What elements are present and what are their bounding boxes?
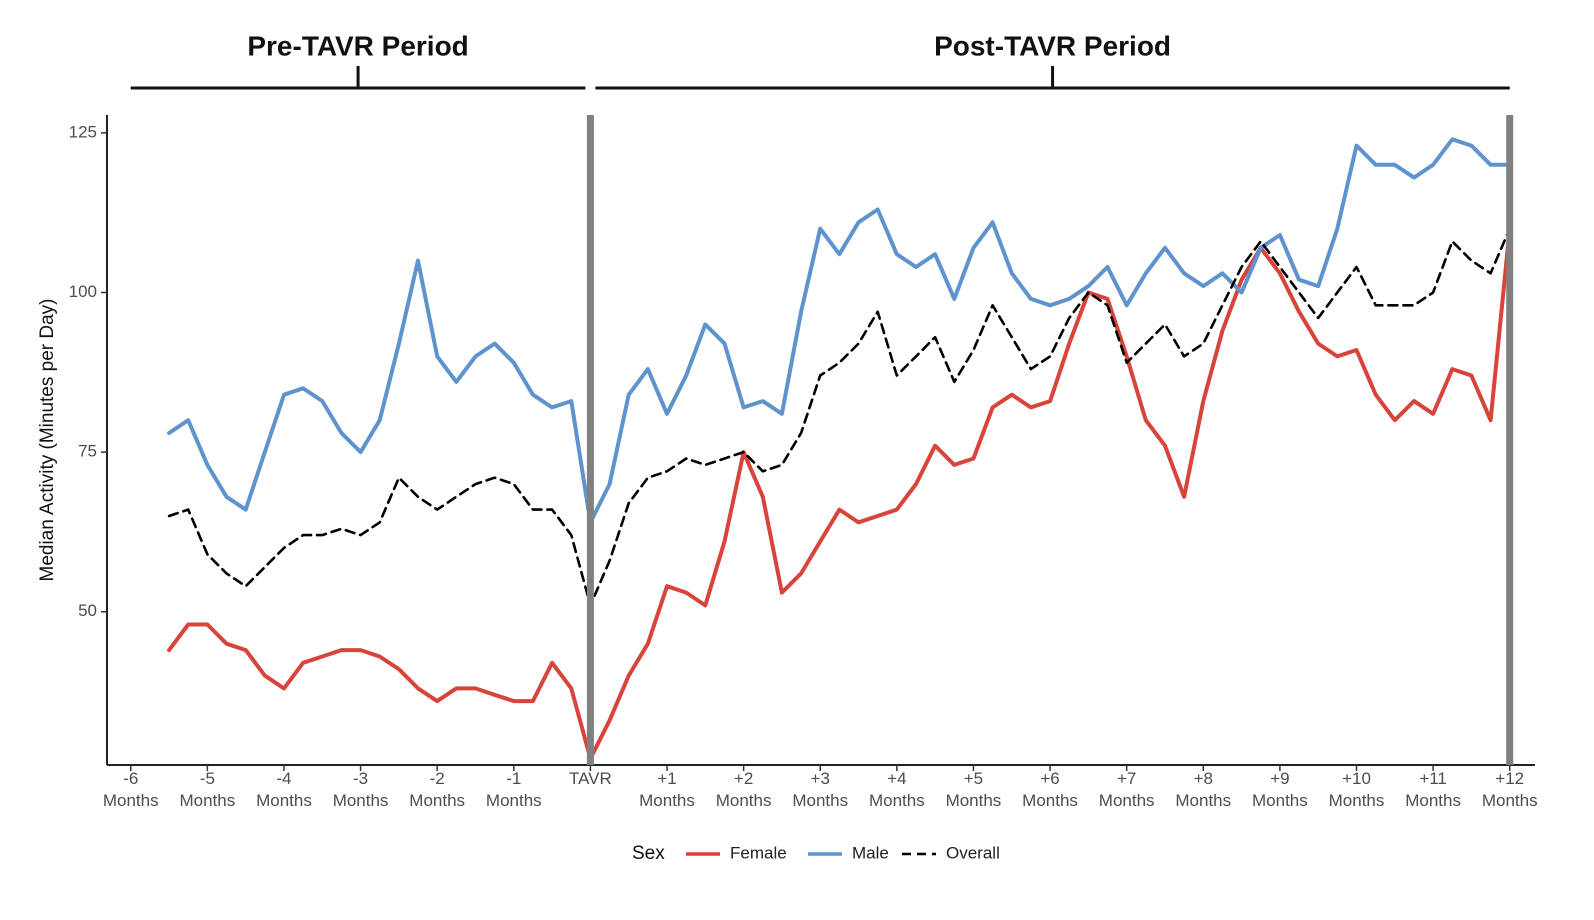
period-label: Post-TAVR Period [934,30,1171,61]
x-tick-label: -6 Months [103,769,159,810]
x-tick-label: +2 Months [716,769,772,810]
x-tick-label: +11 Months [1405,769,1461,810]
x-tick-label: +9 Months [1252,769,1308,810]
x-tick-label: +6 Months [1022,769,1078,810]
series-line [167,137,1512,525]
x-tick-label: +4 Months [869,769,925,810]
legend-label: Overall [946,843,1000,862]
x-tick-label: +1 Months [639,769,695,810]
x-tick-label: -1 Months [486,769,542,810]
x-tick-label: -2 Months [409,769,465,810]
x-tick-label: -4 Months [256,769,312,810]
x-tick-label: +12 Months [1482,769,1538,810]
x-tick-label: +3 Months [792,769,848,810]
series-line [167,226,1512,761]
legend-label: Male [852,843,889,862]
x-tick-label: -3 Months [333,769,389,810]
x-tick-label: +8 Months [1175,769,1231,810]
x-tick-label: -5 Months [179,769,235,810]
y-tick-label: 75 [78,442,97,461]
y-tick-label: 50 [78,601,97,620]
x-tick-label: TAVR [569,769,612,788]
y-axis-title: Median Activity (Minutes per Day) [37,299,58,582]
x-tick-label: +10 Months [1329,769,1385,810]
legend-label: Female [730,843,787,862]
x-tick-label: +7 Months [1099,769,1155,810]
series-line [167,227,1511,607]
legend-title: Sex [632,843,665,864]
y-tick-label: 100 [69,282,97,301]
x-tick-label: +5 Months [946,769,1002,810]
y-tick-label: 125 [69,122,97,141]
period-label: Pre-TAVR Period [247,30,468,61]
